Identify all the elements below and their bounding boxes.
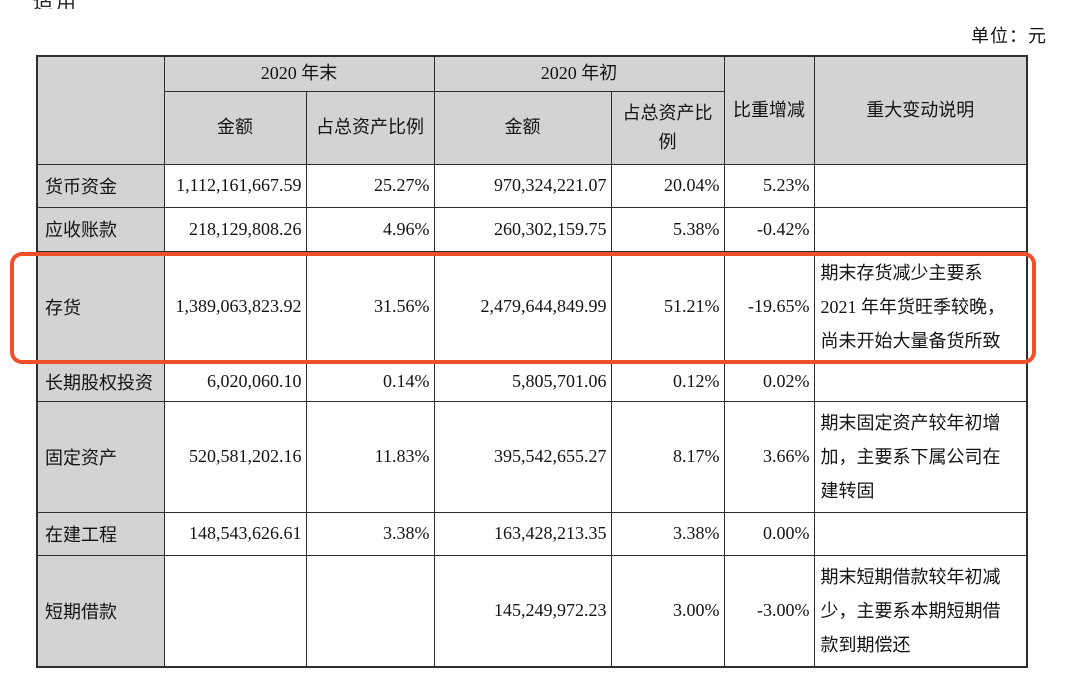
begin-amount-cell: 2,479,644,849.99 — [434, 251, 611, 362]
note-cell: 期末固定资产较年初增加，主要系下属公司在建转固 — [814, 401, 1027, 512]
begin-pct-cell: 51.21% — [611, 251, 724, 362]
clipped-top-text: 适用 — [33, 0, 79, 9]
end-pct-cell: 3.38% — [306, 512, 434, 555]
end-pct-cell: 31.56% — [306, 251, 434, 362]
begin-pct-cell: 3.00% — [611, 555, 724, 667]
begin-pct-cell: 3.38% — [611, 512, 724, 555]
note-cell — [814, 362, 1027, 401]
end-pct-cell: 0.14% — [306, 362, 434, 401]
end-amount-cell: 520,581,202.16 — [164, 401, 306, 512]
end-pct-cell: 4.96% — [306, 207, 434, 251]
table-row-inventory: 存货 1,389,063,823.92 31.56% 2,479,644,849… — [37, 251, 1027, 362]
note-cell — [814, 207, 1027, 251]
note-cell — [814, 512, 1027, 555]
header-cell-pct-begin: 占总资产比例 — [611, 91, 724, 164]
change-cell: 0.02% — [724, 362, 814, 401]
change-cell: -19.65% — [724, 251, 814, 362]
end-amount-cell: 218,129,808.26 — [164, 207, 306, 251]
change-cell: 3.66% — [724, 401, 814, 512]
begin-pct-cell: 5.38% — [611, 207, 724, 251]
table-row-fixed-assets: 固定资产 520,581,202.16 11.83% 395,542,655.2… — [37, 401, 1027, 512]
clipped-top-text-glyphs: 适用 — [33, 0, 79, 9]
table-row-long-term-equity-investment: 长期股权投资 6,020,060.10 0.14% 5,805,701.06 0… — [37, 362, 1027, 401]
end-pct-cell: 11.83% — [306, 401, 434, 512]
end-amount-cell — [164, 555, 306, 667]
begin-amount-cell: 163,428,213.35 — [434, 512, 611, 555]
begin-pct-cell: 0.12% — [611, 362, 724, 401]
row-label-cell: 在建工程 — [37, 512, 164, 555]
begin-amount-cell: 260,302,159.75 — [434, 207, 611, 251]
header-cell-period-begin: 2020 年初 — [434, 56, 724, 91]
header-cell-period-end: 2020 年末 — [164, 56, 434, 91]
row-label-cell: 长期股权投资 — [37, 362, 164, 401]
change-cell: 0.00% — [724, 512, 814, 555]
row-label-cell: 固定资产 — [37, 401, 164, 512]
change-cell: 5.23% — [724, 164, 814, 207]
note-cell: 期末存货减少主要系2021 年年货旺季较晚，尚未开始大量备货所致 — [814, 251, 1027, 362]
end-amount-cell: 148,543,626.61 — [164, 512, 306, 555]
begin-amount-cell: 395,542,655.27 — [434, 401, 611, 512]
unit-label: 单位：元 — [971, 22, 1047, 48]
header-cell-note: 重大变动说明 — [814, 56, 1027, 164]
table-row-short-term-borrowings: 短期借款 145,249,972.23 3.00% -3.00% 期末短期借款较… — [37, 555, 1027, 667]
table-row-monetary-funds: 货币资金 1,112,161,667.59 25.27% 970,324,221… — [37, 164, 1027, 207]
begin-amount-cell: 5,805,701.06 — [434, 362, 611, 401]
row-label-cell: 短期借款 — [37, 555, 164, 667]
end-amount-cell: 6,020,060.10 — [164, 362, 306, 401]
row-label-cell: 货币资金 — [37, 164, 164, 207]
row-label-cell: 存货 — [37, 251, 164, 362]
begin-pct-cell: 8.17% — [611, 401, 724, 512]
begin-pct-cell: 20.04% — [611, 164, 724, 207]
header-cell-pct-end: 占总资产比例 — [306, 91, 434, 164]
note-cell — [814, 164, 1027, 207]
begin-amount-cell: 145,249,972.23 — [434, 555, 611, 667]
asset-change-table: 2020 年末 2020 年初 比重增减 重大变动说明 金额 占总资产比例 金额… — [36, 55, 1028, 668]
header-row-periods: 2020 年末 2020 年初 比重增减 重大变动说明 — [37, 56, 1027, 91]
document-page: { "page": { "top_left_clipped_text": "适用… — [0, 0, 1080, 681]
header-cell-amount-begin: 金额 — [434, 91, 611, 164]
begin-amount-cell: 970,324,221.07 — [434, 164, 611, 207]
table-row-accounts-receivable: 应收账款 218,129,808.26 4.96% 260,302,159.75… — [37, 207, 1027, 251]
header-cell-amount-end: 金额 — [164, 91, 306, 164]
change-cell: -3.00% — [724, 555, 814, 667]
end-pct-cell — [306, 555, 434, 667]
end-pct-cell: 25.27% — [306, 164, 434, 207]
change-cell: -0.42% — [724, 207, 814, 251]
end-amount-cell: 1,112,161,667.59 — [164, 164, 306, 207]
header-cell-change: 比重增减 — [724, 56, 814, 164]
row-label-cell: 应收账款 — [37, 207, 164, 251]
table-row-construction-in-progress: 在建工程 148,543,626.61 3.38% 163,428,213.35… — [37, 512, 1027, 555]
header-cell-blank — [37, 56, 164, 164]
note-cell: 期末短期借款较年初减少，主要系本期短期借款到期偿还 — [814, 555, 1027, 667]
end-amount-cell: 1,389,063,823.92 — [164, 251, 306, 362]
